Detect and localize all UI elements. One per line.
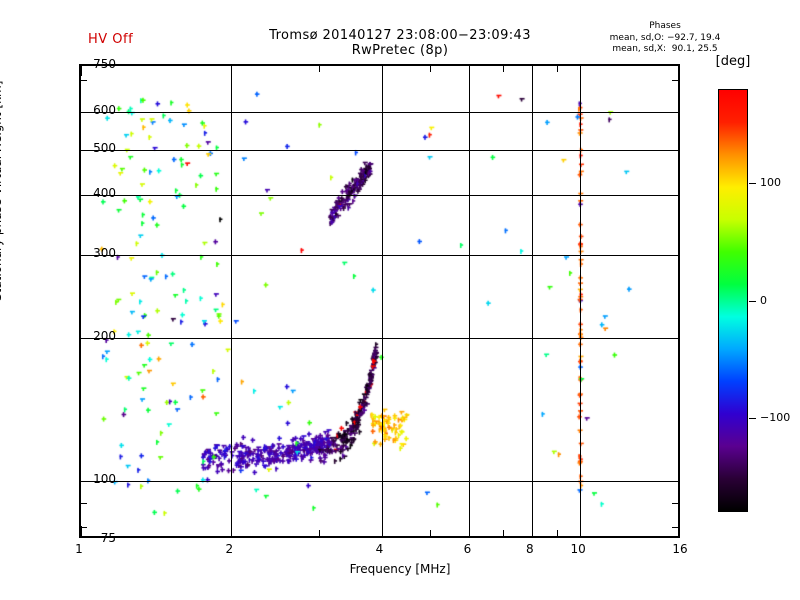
gridline-horizontal [81, 338, 678, 340]
gridline-vertical [469, 66, 471, 536]
axis-tick-x [580, 65, 582, 76]
axis-tick-x [429, 530, 431, 537]
y-tick-label: 500 [93, 140, 116, 155]
axis-tick-y [672, 80, 679, 82]
axis-tick-y [80, 149, 91, 151]
gridline-vertical [580, 66, 582, 536]
axis-tick-y [80, 195, 91, 197]
axis-tick-y [80, 480, 91, 482]
y-tick-label: 600 [93, 102, 116, 117]
gridline-vertical [231, 66, 233, 536]
axis-tick-x [531, 526, 533, 537]
colorbar-tick-label: 0 [760, 293, 767, 307]
axis-tick-y [668, 111, 679, 113]
y-tick-label: 400 [93, 186, 116, 201]
axis-tick-x [231, 526, 233, 537]
axis-tick-y [672, 502, 679, 504]
hv-status-annotation: HV Off [88, 32, 134, 47]
colorbar-tick-label: −100 [760, 411, 791, 424]
axis-tick-y [668, 195, 679, 197]
axis-tick-x [81, 65, 82, 76]
axis-tick-y [672, 526, 679, 528]
colorbar-title: [deg] [715, 54, 751, 69]
axis-tick-y [80, 526, 87, 528]
axis-tick-x [231, 65, 233, 76]
x-tick-label: 16 [672, 542, 688, 556]
x-tick-label: 4 [375, 542, 384, 556]
y-tick-label: 100 [93, 471, 116, 486]
axis-tick-y [80, 80, 87, 82]
axis-tick-y [668, 254, 679, 256]
axis-tick-x [319, 530, 321, 537]
page-title: Tromsø 20140127 23:08:00−23:09:43 [269, 28, 531, 43]
axis-tick-x [580, 526, 582, 537]
axis-tick-x [531, 65, 533, 76]
colorbar-tick-label: 100 [760, 176, 781, 189]
axis-tick-x [319, 65, 321, 72]
x-tick-label: 6 [463, 542, 472, 556]
axis-tick-x [81, 526, 82, 537]
gridline-horizontal [81, 111, 678, 113]
page-subtitle: RwPretec (8p) [351, 43, 449, 58]
axis-tick-x [502, 65, 504, 72]
colorbar [718, 89, 748, 512]
axis-tick-x [557, 65, 559, 72]
axis-tick-x [557, 530, 559, 537]
phase-stats-o-mode: mean, sd,O: −92.7, 19.4 [609, 33, 721, 43]
phase-stats-heading: Phases [649, 21, 681, 31]
gridline-horizontal [81, 480, 678, 482]
axis-tick-x [469, 526, 471, 537]
colorbar-tick [749, 300, 756, 302]
axis-tick-y [80, 502, 87, 504]
y-tick-label: 750 [93, 57, 116, 71]
axis-tick-y [80, 338, 91, 340]
gridline-vertical [531, 66, 533, 536]
axis-tick-y [668, 149, 679, 151]
x-tick-label: 2 [225, 542, 234, 556]
axis-tick-x [381, 526, 383, 537]
plot-area [79, 64, 682, 540]
phase-stats-x-mode: mean, sd,X: 90.1, 25.5 [612, 44, 718, 54]
x-tick-label: 1 [75, 542, 83, 556]
x-axis-title: Frequency [MHz] [349, 562, 451, 576]
y-tick-label: 75 [100, 531, 116, 545]
gridline-horizontal [81, 195, 678, 197]
axis-tick-y [80, 254, 91, 256]
y-tick-label: 200 [93, 329, 116, 344]
colorbar-tick [749, 418, 756, 419]
axis-tick-y [668, 338, 679, 340]
axis-tick-y [80, 111, 91, 113]
x-tick-label: 8 [525, 542, 534, 556]
axis-tick-x [469, 65, 471, 76]
axis-tick-x [502, 530, 504, 537]
y-tick-label: 300 [93, 245, 116, 260]
x-tick-label: 10 [570, 542, 586, 556]
gridline-horizontal [81, 149, 678, 151]
axis-tick-x [381, 65, 383, 76]
gridline-vertical [381, 66, 383, 536]
gridline-horizontal [81, 254, 678, 256]
y-axis-title: Stationary phase Virtual Height [km] [0, 80, 4, 301]
colorbar-tick [749, 183, 756, 184]
axis-tick-x [429, 65, 431, 72]
axis-tick-y [668, 480, 679, 482]
